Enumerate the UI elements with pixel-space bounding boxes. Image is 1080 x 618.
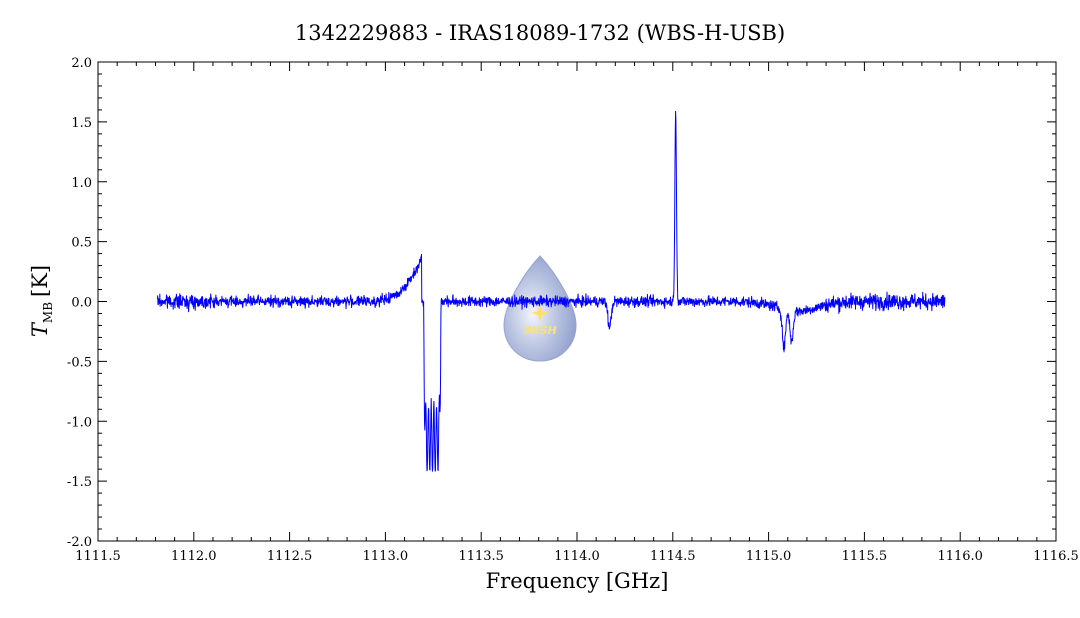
axis-ticks: 1111.5 1112.0 1112.5 1113.0 1113.5 1114.0 1114… — [67, 56, 1079, 564]
x-tick-label: 1113.0 — [363, 549, 409, 564]
x-tick-label: 1115.5 — [842, 549, 888, 564]
y-tick-label: 2.0 — [71, 56, 92, 71]
chart-title: 1342229883 - IRAS18089-1732 (WBS-H-USB) — [295, 21, 785, 45]
y-tick-label: 0.5 — [71, 236, 92, 251]
y-tick-label: 0.0 — [71, 296, 92, 311]
x-tick-label: 1114.0 — [554, 549, 600, 564]
wish-logo-text: WISH — [523, 324, 556, 337]
y-tick-label: -0.5 — [67, 355, 92, 370]
x-tick-label: 1111.5 — [75, 549, 121, 564]
plot-area: 1111.5 1112.0 1112.5 1113.0 1113.5 1114.0 1114… — [67, 56, 1079, 564]
y-tick-label: -2.0 — [67, 535, 92, 550]
y-tick-label: 1.5 — [71, 116, 92, 131]
y-tick-label: -1.0 — [67, 415, 92, 430]
y-tick-label: -1.5 — [67, 475, 92, 490]
spectrum-line — [156, 110, 946, 472]
x-tick-label: 1113.5 — [458, 549, 504, 564]
y-tick-label: 1.0 — [71, 176, 92, 191]
x-axis-label: Frequency [GHz] — [486, 569, 669, 593]
y-axis-label: TMB[K] — [28, 265, 55, 337]
x-tick-label: 1116.5 — [1033, 549, 1079, 564]
x-tick-label: 1112.0 — [171, 549, 217, 564]
wish-logo: WISH — [503, 255, 577, 362]
x-tick-label: 1114.5 — [650, 549, 696, 564]
x-tick-label: 1112.5 — [267, 549, 313, 564]
x-tick-label: 1115.0 — [746, 549, 792, 564]
x-tick-label: 1116.0 — [937, 549, 983, 564]
